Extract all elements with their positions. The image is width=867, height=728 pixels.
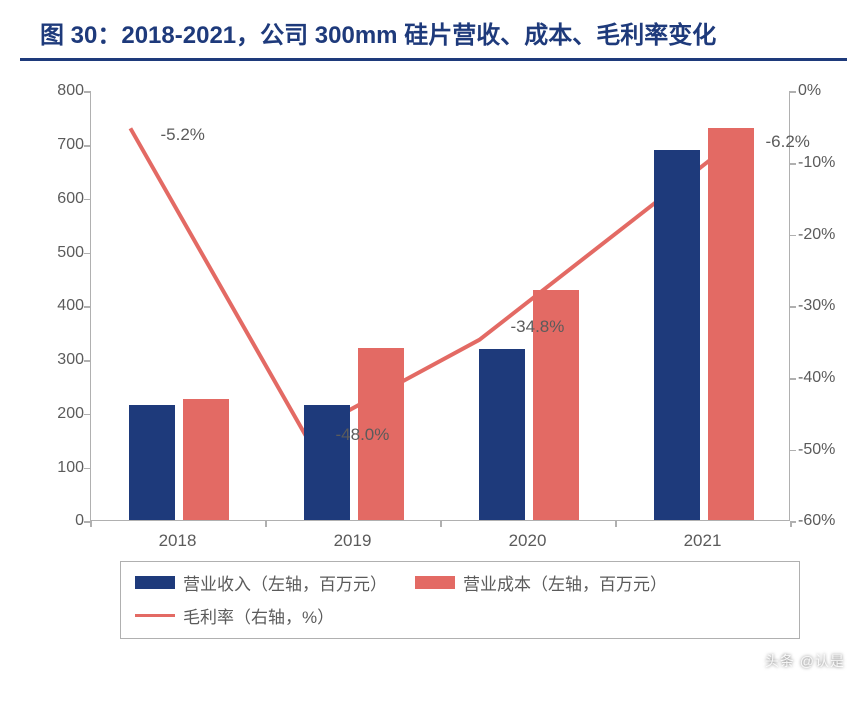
legend-item: 毛利率（右轴，%） — [135, 603, 334, 628]
title-underline — [20, 58, 847, 61]
x-tick-label: 2020 — [509, 531, 547, 551]
line-point-label: -34.8% — [511, 317, 565, 337]
y-left-tick — [84, 360, 90, 362]
legend: 营业收入（左轴，百万元） 营业成本（左轴，百万元） 毛利率（右轴，%） — [120, 561, 800, 639]
bar-revenue — [304, 405, 350, 521]
x-tick — [440, 521, 442, 527]
chart-container: -5.2%-48.0%-34.8%-6.2% 营业收入（左轴，百万元）营业成本（… — [20, 71, 847, 591]
x-tick — [265, 521, 267, 527]
y-right-tick-label: -10% — [798, 154, 835, 172]
line-point-label: -5.2% — [161, 125, 205, 145]
bar-cost — [183, 399, 229, 520]
legend-item: 营业收入（左轴，百万元） — [135, 570, 387, 595]
y-left-tick-label: 700 — [24, 136, 84, 154]
x-tick — [790, 521, 792, 527]
y-left-tick-label: 300 — [24, 351, 84, 369]
legend-item: 营业成本（左轴，百万元） — [415, 570, 667, 595]
y-left-tick — [84, 468, 90, 470]
y-left-tick-label: 800 — [24, 82, 84, 100]
x-tick-label: 2018 — [159, 531, 197, 551]
legend-label: 营业收入（左轴，百万元） — [183, 570, 387, 595]
y-right-tick-label: -60% — [798, 512, 835, 530]
y-left-tick — [84, 145, 90, 147]
y-left-tick-label: 500 — [24, 244, 84, 262]
plot-area: -5.2%-48.0%-34.8%-6.2% — [90, 91, 790, 521]
chart-title-block: 图 30：2018-2021，公司 300mm 硅片营收、成本、毛利率变化 — [20, 20, 847, 61]
x-tick — [90, 521, 92, 527]
x-tick — [615, 521, 617, 527]
bar-revenue — [129, 405, 175, 521]
y-left-tick — [84, 414, 90, 416]
bar-revenue — [654, 150, 700, 521]
y-right-tick — [790, 91, 796, 93]
y-right-tick-label: -20% — [798, 226, 835, 244]
y-right-tick — [790, 163, 796, 165]
x-tick-label: 2019 — [334, 531, 372, 551]
legend-swatch-line — [135, 614, 175, 617]
legend-swatch-bar — [135, 576, 175, 589]
watermark: 头条 @认是 — [765, 651, 845, 671]
y-left-tick-label: 0 — [24, 512, 84, 530]
y-right-tick-label: -50% — [798, 441, 835, 459]
line-point-label: -6.2% — [766, 132, 810, 152]
legend-label: 营业成本（左轴，百万元） — [463, 570, 667, 595]
y-left-tick-label: 600 — [24, 190, 84, 208]
y-left-tick — [84, 199, 90, 201]
y-right-tick-label: -30% — [798, 297, 835, 315]
y-right-tick — [790, 450, 796, 452]
y-left-tick — [84, 306, 90, 308]
bar-cost — [708, 128, 754, 520]
y-right-tick — [790, 306, 796, 308]
y-right-tick-label: -40% — [798, 369, 835, 387]
chart-title: 图 30：2018-2021，公司 300mm 硅片营收、成本、毛利率变化 — [20, 20, 847, 52]
line-point-label: -48.0% — [336, 425, 390, 445]
legend-label: 毛利率（右轴，%） — [183, 603, 334, 628]
y-left-tick-label: 100 — [24, 459, 84, 477]
y-left-tick — [84, 91, 90, 93]
y-left-tick-label: 400 — [24, 297, 84, 315]
y-left-tick — [84, 253, 90, 255]
y-right-tick — [790, 235, 796, 237]
y-left-tick-label: 200 — [24, 405, 84, 423]
x-tick-label: 2021 — [684, 531, 722, 551]
bar-revenue — [479, 349, 525, 520]
legend-swatch-bar — [415, 576, 455, 589]
y-right-tick-label: 0% — [798, 82, 821, 100]
y-right-tick — [790, 378, 796, 380]
line-gross-margin — [130, 129, 741, 435]
